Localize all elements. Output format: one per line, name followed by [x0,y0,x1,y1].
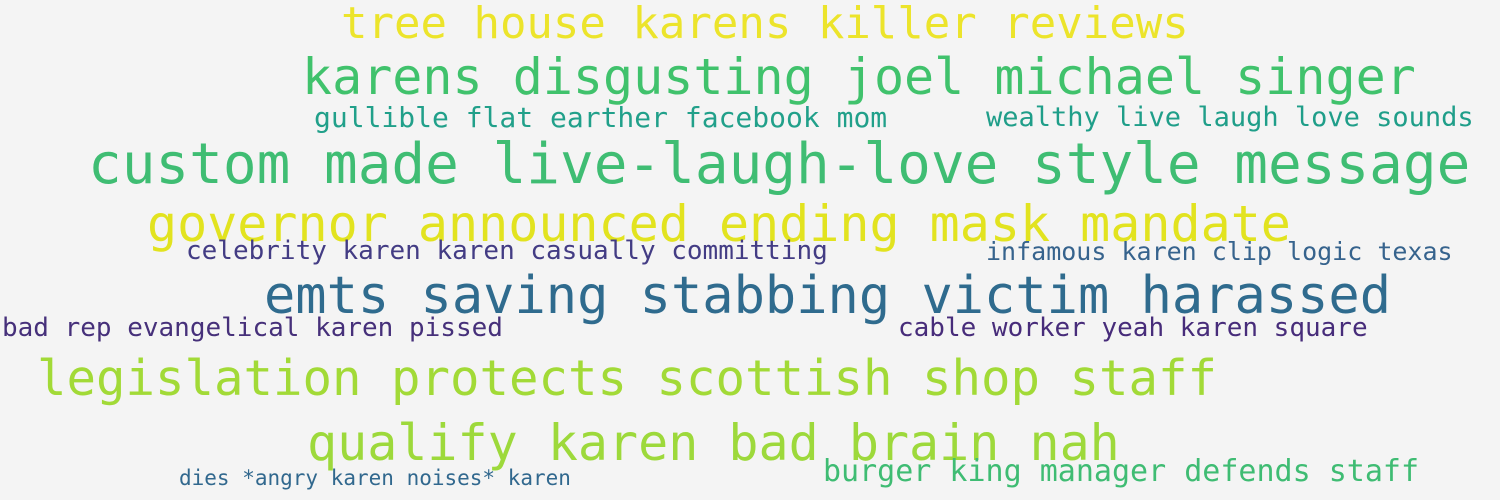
word-cloud-phrase: governor announced ending mask mandate [147,195,1291,253]
word-cloud-phrase: bad rep evangelical karen pissed [2,313,503,343]
word-cloud-phrase: gullible flat earther facebook mom [314,101,888,134]
word-cloud-phrase: cable worker yeah karen square [898,313,1368,343]
word-cloud-phrase: emts saving stabbing victim harassed [264,266,1392,326]
word-cloud-phrase: infamous karen clip logic texas [986,237,1453,266]
word-cloud-phrase: celebrity karen karen casually committin… [186,236,828,266]
word-cloud-phrase: legislation protects scottish shop staff [37,350,1218,407]
word-cloud-phrase: karens disgusting joel michael singer [302,48,1416,106]
word-cloud-phrase: custom made live-laugh-love style messag… [88,132,1471,197]
word-cloud-phrase: dies *angry karen noises* karen [179,466,571,490]
word-cloud-phrase: tree house karens killer reviews [341,0,1189,49]
word-cloud-phrase: wealthy live laugh love sounds [986,102,1474,133]
word-cloud-phrase: qualify karen bad brain nah [307,414,1120,472]
word-cloud-phrase: burger king manager defends staff [823,454,1420,489]
